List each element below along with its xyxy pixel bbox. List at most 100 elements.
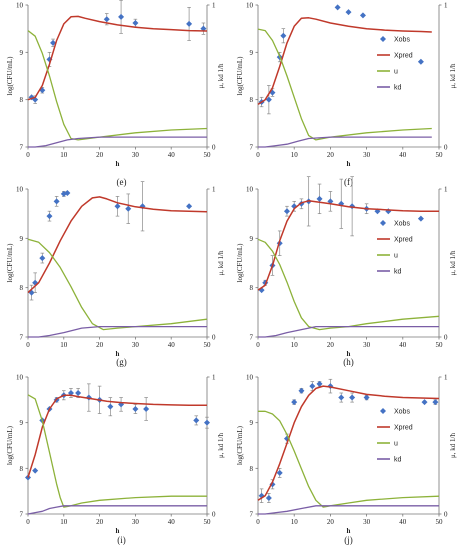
x-tick-label: 20 xyxy=(96,151,104,159)
y-tick-label: 7 xyxy=(20,334,24,342)
x-tick-label: 40 xyxy=(399,341,407,349)
y-tick-label: 7 xyxy=(20,511,24,519)
x-tick-label: 30 xyxy=(363,151,371,159)
panel-label: (h) xyxy=(343,357,354,367)
legend-label-kd: kd xyxy=(394,85,402,92)
u-line xyxy=(27,30,208,141)
x-tick-label: 40 xyxy=(168,151,176,159)
y2-tick-label: 0 xyxy=(212,144,216,152)
xobs-point xyxy=(334,4,341,11)
xobs-point xyxy=(103,16,110,23)
y-axis-label: log(CFU/mL) xyxy=(236,425,244,465)
y-axis-label: log(CFU/mL) xyxy=(236,243,244,283)
kd-line xyxy=(258,136,432,148)
legend-label-xpred: Xpred xyxy=(394,237,413,244)
xobs-point xyxy=(265,495,272,502)
xobs-point xyxy=(316,380,323,387)
xobs-point xyxy=(359,12,366,19)
x-tick-label: 20 xyxy=(96,518,104,526)
x-tick-label: 50 xyxy=(204,518,212,526)
legend-label-xobs: Xobs xyxy=(394,221,410,228)
chart-panel-g: 0 10 20 30 40 50 7 8 9 10 0 1 h log(CFU/mL) μ, kd 1/h (… xyxy=(6,181,225,367)
y-tick-label: 9 xyxy=(250,235,254,243)
xobs-point xyxy=(39,255,46,262)
x-tick-label: 10 xyxy=(291,341,299,349)
legend-marker-xobs xyxy=(380,408,386,414)
xobs-point xyxy=(265,96,272,103)
xobs-point xyxy=(64,189,71,196)
y-tick-label: 10 xyxy=(16,186,24,194)
xobs-point xyxy=(186,20,193,27)
x-tick-label: 10 xyxy=(291,151,299,159)
panel-label: (e) xyxy=(117,177,127,187)
xobs-point xyxy=(60,190,67,197)
y-tick-label: 7 xyxy=(250,334,254,342)
xpred-line xyxy=(27,394,207,478)
xobs-point xyxy=(132,405,139,412)
y-tick-label: 9 xyxy=(250,419,254,427)
xobs-point xyxy=(432,399,439,406)
xobs-point xyxy=(50,39,57,46)
kd-line xyxy=(27,505,207,515)
y2-tick-label: 1 xyxy=(444,186,448,194)
panel-label: (f) xyxy=(344,177,353,187)
y2-tick-label: 1 xyxy=(444,374,448,382)
x-tick-label: 0 xyxy=(256,518,260,526)
xobs-point xyxy=(204,419,210,426)
x-tick-label: 0 xyxy=(26,151,30,159)
y2-tick-label: 1 xyxy=(212,374,216,382)
x-tick-label: 30 xyxy=(363,341,371,349)
y-tick-label: 9 xyxy=(20,235,24,243)
y-tick-label: 7 xyxy=(250,511,254,519)
xobs-point xyxy=(280,32,287,39)
legend-label-xobs: Xobs xyxy=(394,37,410,44)
x-tick-label: 40 xyxy=(168,518,176,526)
kd-line xyxy=(28,136,207,148)
x-tick-label: 0 xyxy=(26,518,30,526)
xobs-point xyxy=(345,9,352,16)
y-tick-label: 9 xyxy=(20,49,24,57)
xobs-point xyxy=(349,394,356,401)
x-tick-label: 30 xyxy=(132,341,140,349)
y-tick-label: 10 xyxy=(246,186,254,194)
xobs-point xyxy=(276,469,283,476)
x-tick-label: 40 xyxy=(399,518,407,526)
u-line xyxy=(257,238,440,331)
legend-label-u: u xyxy=(394,441,398,448)
y2-axis-label: μ, kd 1/h xyxy=(449,433,457,458)
x-tick-label: 30 xyxy=(132,518,140,526)
xobs-point xyxy=(125,205,132,212)
y2-axis-label: μ, kd 1/h xyxy=(449,250,457,275)
legend-marker-xobs xyxy=(380,36,386,42)
legend-label-kd: kd xyxy=(394,269,402,276)
xpred-line xyxy=(27,15,208,101)
legend-label-xobs: Xobs xyxy=(394,409,410,416)
y-axis-label: log(CFU/mL) xyxy=(6,243,14,283)
y-tick-label: 9 xyxy=(250,49,254,57)
x-tick-label: 50 xyxy=(436,341,444,349)
x-tick-label: 40 xyxy=(399,151,407,159)
xobs-point xyxy=(132,19,139,26)
x-tick-label: 50 xyxy=(204,341,212,349)
x-tick-label: 10 xyxy=(60,151,68,159)
x-tick-label: 40 xyxy=(168,341,176,349)
kd-line xyxy=(258,505,439,515)
x-tick-label: 0 xyxy=(26,341,30,349)
x-tick-label: 20 xyxy=(327,341,335,349)
x-axis-label: h xyxy=(116,350,120,358)
chart-panel-e: 0 10 20 30 40 50 7 8 9 10 0 1 h log(CFU/mL) μ, kd 1/h (… xyxy=(6,0,225,187)
chart-legend: Xobs Xpred u kd xyxy=(377,408,413,464)
y2-tick-label: 1 xyxy=(212,2,216,10)
x-axis-label: h xyxy=(116,527,120,535)
y-tick-label: 8 xyxy=(20,284,24,292)
chart-panel-h: 0 10 20 30 40 50 7 8 9 10 0 1 h log(CFU/mL) μ, kd 1/h X… xyxy=(236,176,457,367)
x-tick-label: 10 xyxy=(60,518,68,526)
x-tick-label: 10 xyxy=(291,518,299,526)
y2-axis-label: μ, kd 1/h xyxy=(217,250,225,275)
y2-axis-label: μ, kd 1/h xyxy=(217,63,225,88)
xobs-point xyxy=(67,389,74,396)
xobs-point xyxy=(114,203,121,210)
xobs-point xyxy=(46,213,53,220)
xpred-line xyxy=(27,196,208,294)
legend-label-xpred: Xpred xyxy=(394,53,413,60)
